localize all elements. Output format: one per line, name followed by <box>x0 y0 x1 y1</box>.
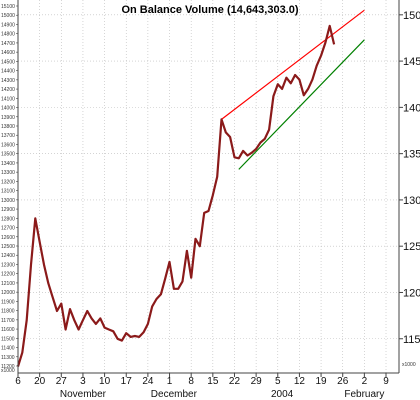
obv-series-line <box>16 24 336 367</box>
left-tick-label: 12100 <box>1 281 15 287</box>
left-tick-label: 11500 <box>1 336 15 342</box>
x-axis-ticks: 6 20 27 3 10 17 24 1 8 15 22 29 5 12 19 26 2 9 <box>15 373 389 387</box>
left-tick-label: 15000 <box>1 13 15 19</box>
chart-title: On Balance Volume (14,643,303.0) <box>121 4 298 16</box>
x-tick-label: 10 <box>99 376 111 387</box>
month-labels: November December 2004 February <box>60 389 384 400</box>
right-tick-label: 130 <box>403 195 420 207</box>
left-tick-label: 11600 <box>1 327 15 333</box>
left-tick-label: 14900 <box>1 22 15 28</box>
left-tick-label: 12000 <box>1 290 15 296</box>
x-tick-label: 22 <box>229 376 241 387</box>
left-tick-label: 13700 <box>1 133 15 139</box>
x-tick-label: 6 <box>15 376 21 387</box>
left-tick-label: 12600 <box>1 235 15 241</box>
left-tick-label: 12400 <box>1 253 15 259</box>
x-tick-label: 5 <box>275 376 281 387</box>
left-tick-label: 14100 <box>1 96 15 102</box>
left-tick-label: 14700 <box>1 41 15 47</box>
left-tick-label: 11700 <box>1 318 15 324</box>
right-axis-ticks: 150 145 140 135 130 125 120 115 <box>399 10 420 346</box>
left-tick-label: 13300 <box>1 170 15 176</box>
x-tick-label: 3 <box>80 376 86 387</box>
left-tick-label: 14300 <box>1 78 15 84</box>
trendline <box>221 9 365 120</box>
trendline <box>238 39 365 170</box>
left-axis-ticks: 15100 15000 14900 14800 14700 14600 14500 14400… <box>1 4 18 370</box>
left-tick-label: 14400 <box>1 69 15 75</box>
x-tick-label: 1 <box>167 376 173 387</box>
left-tick-label: 12700 <box>1 226 15 232</box>
left-tick-label: 13500 <box>1 152 15 158</box>
left-tick-label: 12300 <box>1 262 15 268</box>
x-tick-label: 27 <box>56 376 68 387</box>
x-tick-label: 29 <box>251 376 263 387</box>
right-axis-unit: x1000 <box>402 362 416 368</box>
right-tick-label: 150 <box>403 10 420 22</box>
left-tick-label: 14200 <box>1 87 15 93</box>
trendlines <box>221 9 365 170</box>
right-tick-label: 125 <box>403 241 420 253</box>
right-tick-label: 135 <box>403 149 420 161</box>
left-tick-label: 15100 <box>1 4 15 10</box>
left-tick-label: 11300 <box>1 355 15 361</box>
x-tick-label: 9 <box>383 376 389 387</box>
month-label: 2004 <box>271 389 294 400</box>
x-tick-label: 15 <box>207 376 219 387</box>
left-tick-label: 12500 <box>1 244 15 250</box>
left-tick-label: 11400 <box>1 346 15 352</box>
left-tick-label: 14800 <box>1 32 15 38</box>
left-tick-label: 12800 <box>1 216 15 222</box>
left-tick-label: 14500 <box>1 59 15 65</box>
x-tick-label: 26 <box>337 376 349 387</box>
right-tick-label: 140 <box>403 102 420 114</box>
left-axis-unit: x1000 <box>1 368 15 374</box>
plot-background <box>18 0 399 373</box>
x-tick-label: 2 <box>362 376 368 387</box>
left-tick-label: 11200 <box>1 364 15 370</box>
left-tick-label: 12900 <box>1 207 15 213</box>
left-tick-label: 13400 <box>1 161 15 167</box>
left-tick-label: 13600 <box>1 142 15 148</box>
right-tick-label: 115 <box>403 334 420 346</box>
left-tick-label: 12200 <box>1 272 15 278</box>
left-tick-label: 11900 <box>1 299 15 305</box>
month-label: December <box>151 389 198 400</box>
month-label: February <box>344 389 384 400</box>
x-tick-label: 19 <box>316 376 328 387</box>
x-tick-label: 12 <box>294 376 306 387</box>
gridlines <box>17 0 399 373</box>
left-tick-label: 14600 <box>1 50 15 56</box>
left-tick-label: 14000 <box>1 106 15 112</box>
left-tick-label: 13100 <box>1 189 15 195</box>
x-tick-label: 24 <box>142 376 154 387</box>
left-tick-label: 13200 <box>1 179 15 185</box>
left-tick-label: 13800 <box>1 124 15 130</box>
left-tick-label: 11800 <box>1 309 15 315</box>
left-tick-label: 13900 <box>1 115 15 121</box>
month-label: November <box>60 389 107 400</box>
left-tick-label: 13000 <box>1 198 15 204</box>
right-tick-label: 145 <box>403 56 420 68</box>
right-tick-label: 120 <box>403 287 420 299</box>
x-tick-label: 20 <box>34 376 46 387</box>
x-tick-label: 17 <box>121 376 133 387</box>
x-tick-label: 8 <box>188 376 194 387</box>
series-layer <box>16 24 336 367</box>
